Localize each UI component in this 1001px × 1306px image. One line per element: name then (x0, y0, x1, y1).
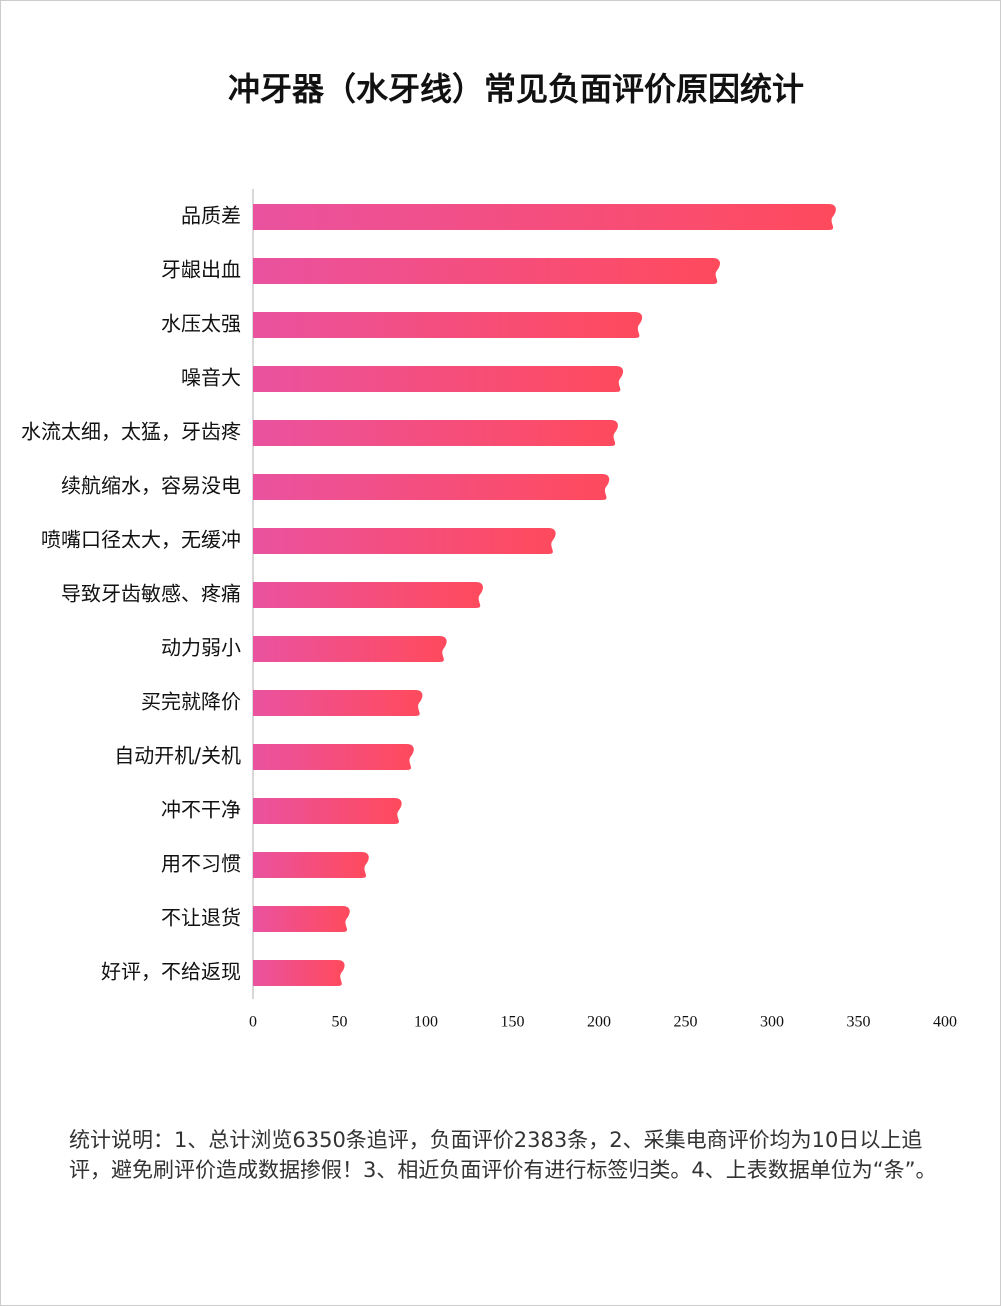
category-label: 导致牙齿敏感、疼痛 (61, 582, 241, 606)
bar (253, 420, 618, 446)
bar (253, 258, 720, 284)
category-label: 水压太强 (161, 312, 241, 336)
category-label: 用不习惯 (161, 852, 241, 876)
chart: 冲牙器（水牙线）常见负面评价原因统计 0 50 100 150 200 250 300 350… (21, 70, 957, 1031)
category-label: 不让退货 (161, 906, 241, 930)
bar (253, 798, 402, 824)
x-tick-label: 100 (414, 1014, 438, 1031)
category-label: 水流太细，太猛，牙齿疼 (21, 420, 241, 444)
x-tick-label: 300 (760, 1014, 784, 1031)
bar (253, 582, 483, 608)
x-tick-label: 250 (674, 1014, 698, 1031)
category-label: 好评，不给返现 (101, 960, 241, 984)
bar (253, 690, 423, 716)
bar (253, 960, 345, 986)
category-label: 冲不干净 (161, 798, 241, 822)
bar (253, 852, 369, 878)
category-label: 品质差 (181, 204, 241, 228)
chart-title: 冲牙器（水牙线）常见负面评价原因统计 (228, 70, 804, 108)
bar (253, 312, 643, 338)
bar (253, 204, 836, 230)
x-tick-label: 50 (332, 1014, 348, 1031)
category-label: 自动开机/关机 (114, 744, 241, 768)
x-tick-label: 400 (933, 1014, 957, 1031)
bar (253, 366, 624, 392)
bar (253, 744, 414, 770)
category-label: 买完就降价 (141, 690, 241, 714)
category-label: 续航缩水，容易没电 (61, 474, 241, 498)
bar (253, 636, 447, 662)
x-tick-label: 150 (501, 1014, 525, 1031)
bar (253, 906, 350, 932)
bar (253, 474, 610, 500)
bar (253, 528, 556, 554)
x-tick-label: 350 (847, 1014, 871, 1031)
x-tick-label: 200 (587, 1014, 611, 1031)
note: 统计说明：1、总计浏览6350条追评，负面评价2383条，2、采集电商评价均为1… (69, 1128, 937, 1182)
x-tick-label: 0 (249, 1014, 257, 1031)
category-label: 喷嘴口径太大，无缓冲 (41, 528, 241, 552)
category-label: 噪音大 (181, 366, 241, 390)
category-label: 牙龈出血 (161, 258, 241, 282)
category-label: 动力弱小 (161, 636, 241, 660)
